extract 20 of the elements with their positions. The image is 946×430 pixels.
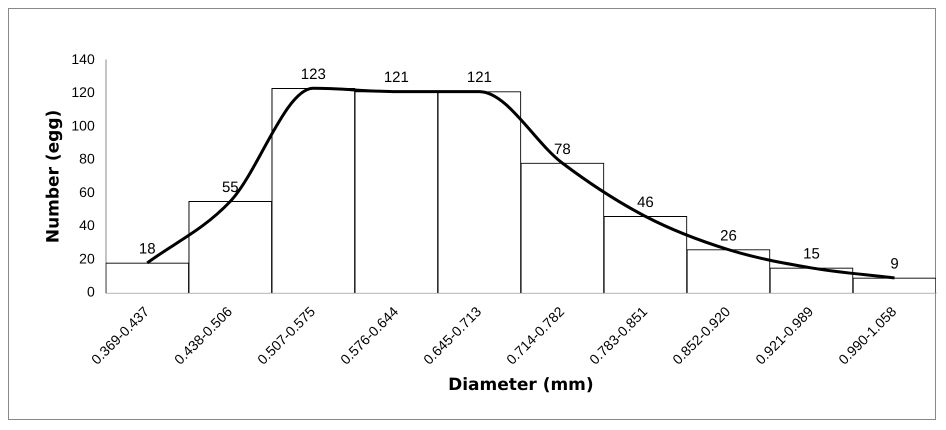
y-axis-title: Number (egg) xyxy=(44,110,64,244)
y-tick-label: 100 xyxy=(71,117,95,134)
data-label: 9 xyxy=(890,256,899,273)
data-label: 123 xyxy=(300,66,326,83)
data-label: 46 xyxy=(637,194,654,211)
y-tick-label: 20 xyxy=(79,250,95,266)
y-tick-label: 120 xyxy=(71,84,95,100)
y-tick-label: 0 xyxy=(86,284,95,300)
data-label: 121 xyxy=(466,69,492,86)
y-tick-label: 60 xyxy=(79,184,95,200)
data-label: 55 xyxy=(222,179,239,196)
data-label: 15 xyxy=(803,246,820,263)
y-tick-label: 40 xyxy=(79,217,95,234)
data-label: 121 xyxy=(384,69,409,86)
x-axis-title: Diameter (mm) xyxy=(448,375,594,396)
data-label: 78 xyxy=(554,140,571,158)
data-label: 26 xyxy=(720,227,737,244)
y-tick-label: 80 xyxy=(79,150,95,167)
y-tick-label: 140 xyxy=(71,50,95,67)
data-label: 18 xyxy=(138,240,156,258)
